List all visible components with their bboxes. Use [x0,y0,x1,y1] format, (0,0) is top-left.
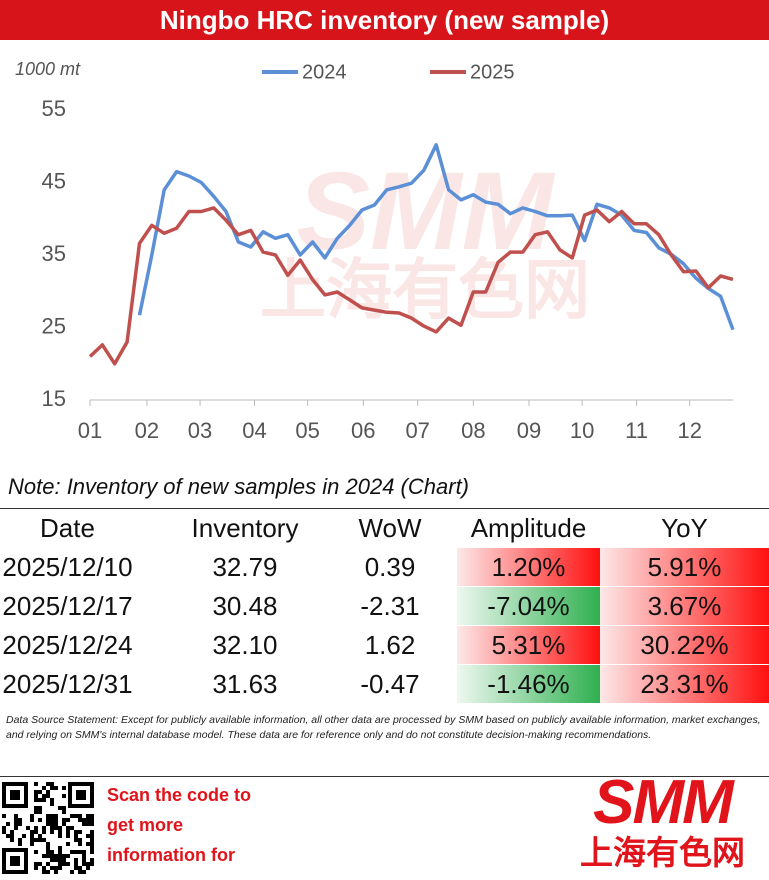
table-header: Date Inventory WoW Amplitude YoY [0,509,769,548]
cell: 31.63 [212,669,278,699]
cell: 2025/12/17 [2,591,133,621]
x-tick-label: 08 [461,418,485,443]
table-row: 2025/12/10 32.79 0.39 1.20% 5.91% [0,548,769,587]
table: Date Inventory WoW Amplitude YoY 2025/12/10 32… [0,508,769,704]
y-tick-label: 25 [42,313,66,338]
x-tick-label: 05 [295,418,319,443]
header-cell: WoW [358,513,422,543]
cell: 1.62 [364,630,416,660]
legend-label: 2024 [302,61,347,83]
cell: -1.46% [457,665,600,704]
table-row: 2025/12/31 31.63 -0.47 -1.46% 23.31% [0,665,769,704]
legend-label: 2025 [470,61,515,83]
qr-code [0,780,96,876]
cell: 32.79 [212,552,278,582]
cell: 30.22% [600,626,769,665]
y-tick-label: 45 [42,168,66,193]
scan-line: information for [107,845,235,865]
y-tick-label: 55 [42,96,66,121]
cell: 1.20% [457,548,600,587]
scan-text: Scan the code to get more information fo… [107,780,251,870]
table-row: 2025/12/24 32.10 1.62 5.31% 30.22% [0,626,769,665]
cell: 2025/12/10 [2,552,133,582]
x-tick-label: 03 [188,418,212,443]
source-statement: Data Source Statement: Except for public… [6,714,761,741]
cell: 2025/12/31 [2,669,133,699]
header-cell: Amplitude [470,513,587,543]
cell: 3.67% [600,587,769,626]
x-tick-label: 02 [135,418,159,443]
table-row: 2025/12/17 30.48 -2.31 -7.04% 3.67% [0,587,769,626]
x-tick-label: 06 [351,418,375,443]
x-tick-label: 09 [517,418,541,443]
cell: 2025/12/24 [2,630,133,660]
header-cell: Inventory [191,513,299,543]
logo: SMM 上海有色网 [560,772,765,872]
cell: 0.39 [364,552,416,582]
x-tick-label: 10 [570,418,594,443]
separator [0,776,769,777]
scan-line: Scan the code to [107,785,252,805]
cell: 32.10 [212,630,278,660]
cell: 5.31% [457,626,600,665]
cell: 5.91% [600,548,769,587]
x-tick-label: 04 [242,418,266,443]
y-tick-label: 15 [42,386,66,411]
header-cell: YoY [661,513,708,543]
y-tick-label: 35 [42,241,66,266]
logo-cn: 上海有色网 [580,834,745,871]
logo-text: SMM [593,768,734,837]
cell: -2.31 [360,591,420,621]
title: Ningbo HRC inventory (new sample) [0,0,769,40]
cell: 30.48 [212,591,278,621]
x-tick-label: 12 [677,418,701,443]
series-line [137,143,735,331]
cell: 23.31% [600,665,769,704]
cell: -7.04% [457,587,600,626]
x-tick-label: 07 [405,418,429,443]
scan-line: get more [107,815,184,835]
x-tick-label: 11 [625,418,648,443]
note: Note: Inventory of new samples in 2024 (… [8,474,470,499]
cell: -0.47 [360,669,420,699]
watermark: 上海有色网 [260,252,590,326]
series-line [88,206,734,366]
x-tick-label: 01 [78,418,102,443]
y-axis-label: 1000 mt [15,59,81,79]
header-cell: Date [40,513,95,543]
